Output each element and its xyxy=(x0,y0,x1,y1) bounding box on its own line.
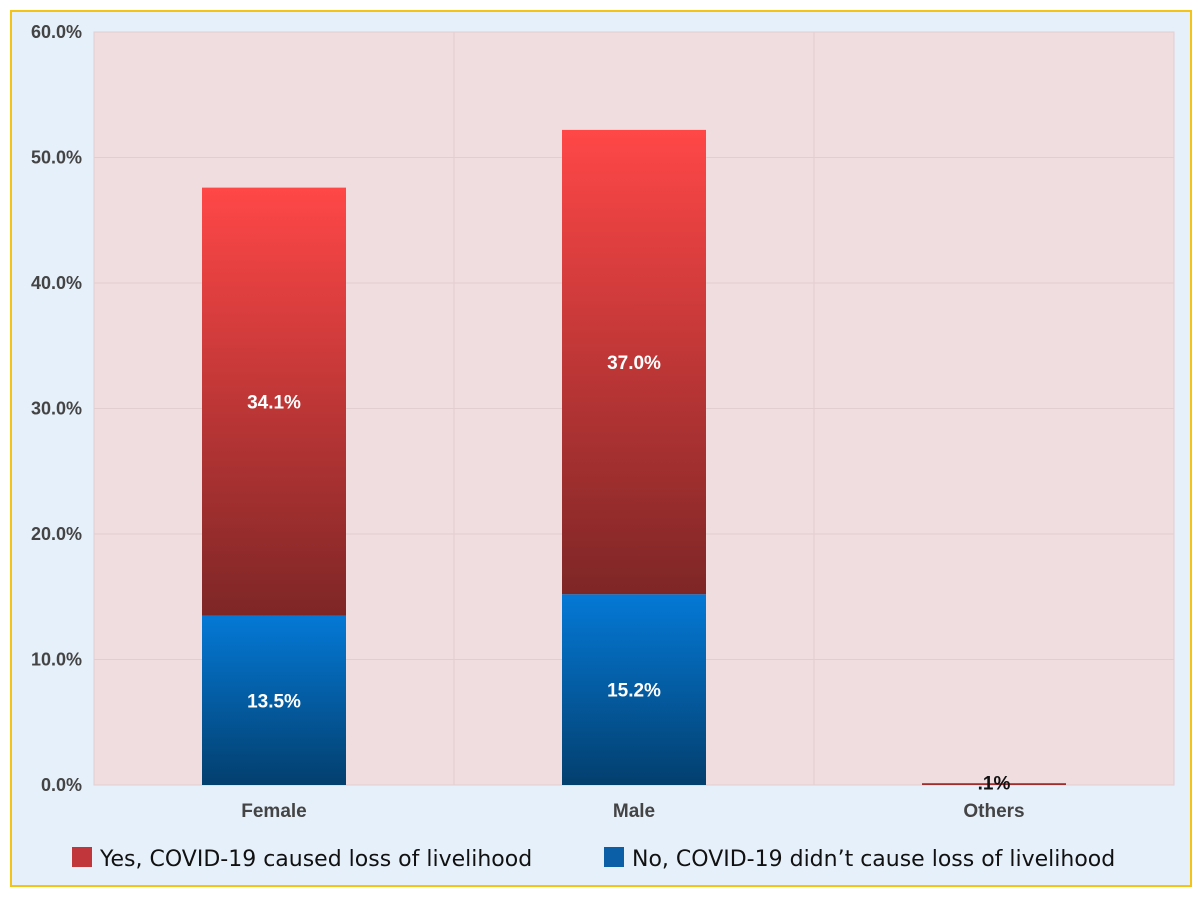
bar-female-series-0 xyxy=(202,615,346,785)
data-label: 37.0% xyxy=(607,353,661,374)
legend: Yes, COVID-19 caused loss of livelihood N… xyxy=(72,847,1115,872)
legend-label: Yes, COVID-19 caused loss of livelihood xyxy=(99,847,532,872)
x-axis: Female Male Others xyxy=(241,801,1024,822)
bar-female-series-1 xyxy=(202,187,346,616)
data-label: 13.5% xyxy=(247,691,301,712)
chart-canvas: 0.0% 10.0% 20.0% 30.0% 40.0% 50.0% 60.0% 13.5%… xyxy=(31,22,1175,872)
y-tick-label: 60.0% xyxy=(31,22,82,42)
legend-item: Yes, COVID-19 caused loss of livelihood xyxy=(72,847,532,872)
legend-label: No, COVID-19 didn’t cause loss of liveli… xyxy=(632,847,1115,872)
chart-frame: 0.0% 10.0% 20.0% 30.0% 40.0% 50.0% 60.0% 13.5%… xyxy=(10,10,1192,887)
x-tick-label: Female xyxy=(241,801,306,822)
bar-male-series-1 xyxy=(562,129,706,595)
y-tick-label: 10.0% xyxy=(31,650,82,670)
y-tick-label: 30.0% xyxy=(31,399,82,419)
legend-swatch xyxy=(72,847,92,867)
bar-others-series-1 xyxy=(922,783,1066,785)
x-tick-label: Others xyxy=(963,801,1024,822)
bars xyxy=(202,129,1066,785)
bar-male-series-0 xyxy=(562,594,706,785)
data-label: 34.1% xyxy=(247,393,301,414)
data-label: .1% xyxy=(978,774,1011,795)
y-tick-label: 0.0% xyxy=(41,775,82,795)
y-tick-label: 40.0% xyxy=(31,273,82,293)
data-labels: 13.5% 34.1% 15.2% 37.0% .1% xyxy=(247,353,1010,795)
x-tick-label: Male xyxy=(613,801,655,822)
y-axis: 0.0% 10.0% 20.0% 30.0% 40.0% 50.0% 60.0% xyxy=(31,22,82,795)
y-tick-label: 50.0% xyxy=(31,148,82,168)
legend-item: No, COVID-19 didn’t cause loss of liveli… xyxy=(604,847,1115,872)
legend-swatch xyxy=(604,847,624,867)
y-tick-label: 20.0% xyxy=(31,524,82,544)
data-label: 15.2% xyxy=(607,681,661,702)
